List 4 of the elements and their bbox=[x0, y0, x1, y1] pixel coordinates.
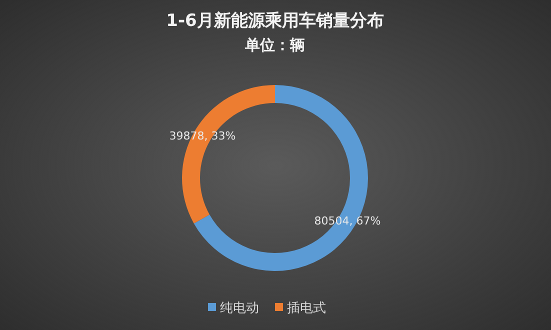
chart-subtitle: 单位：辆 bbox=[244, 36, 305, 54]
chart-title: 1-6月新能源乘用车销量分布 bbox=[166, 11, 384, 31]
legend-label: 插电式 bbox=[287, 301, 326, 316]
legend-label: 纯电动 bbox=[220, 301, 259, 316]
